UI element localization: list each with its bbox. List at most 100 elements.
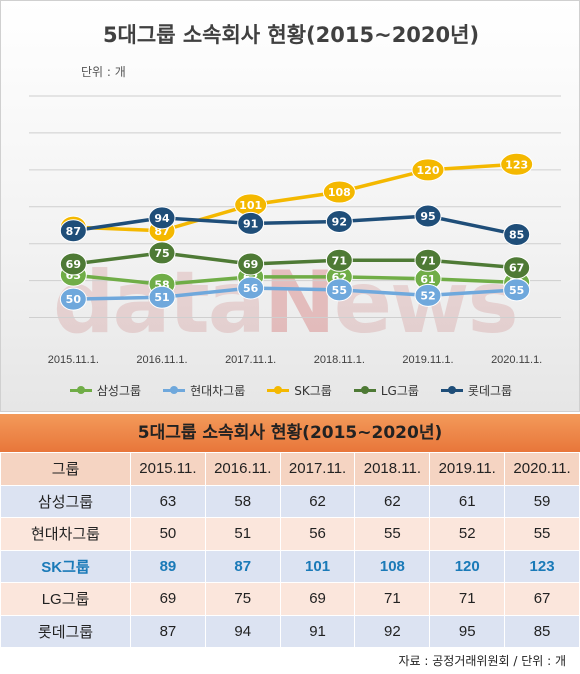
legend-item: 삼성그룹 bbox=[69, 379, 142, 401]
table-cell: 69 bbox=[279, 582, 356, 616]
data-point bbox=[322, 180, 356, 204]
legend-swatch-icon bbox=[267, 385, 290, 395]
table-cell: 94 bbox=[204, 614, 281, 648]
table-cell: 58 bbox=[204, 484, 281, 518]
data-label: 71 bbox=[420, 254, 435, 267]
series-line bbox=[73, 251, 517, 270]
data-label: 52 bbox=[420, 289, 435, 302]
x-tick-label: 2019.11.1. bbox=[402, 354, 453, 366]
data-point bbox=[325, 210, 353, 234]
legend-swatch-icon bbox=[353, 385, 376, 395]
data-point bbox=[148, 206, 176, 230]
data-table-section: 5대그룹 소속회사 현황(2015~2020년) 그룹 2015.11. 2016.… bbox=[0, 414, 580, 648]
table-header-cell: 2015.11. bbox=[130, 452, 206, 486]
legend-swatch-icon bbox=[163, 385, 186, 395]
x-tick-label: 2017.11.1. bbox=[225, 354, 276, 366]
chart-legend: 삼성그룹 현대차그룹 SK그룹 LG그룹 롯데그룹 bbox=[1, 379, 580, 401]
data-point bbox=[414, 283, 442, 307]
table-cell: 67 bbox=[504, 582, 580, 616]
data-label: 51 bbox=[154, 291, 169, 304]
data-label: 50 bbox=[66, 293, 82, 306]
data-point bbox=[503, 222, 531, 246]
series-line bbox=[73, 273, 517, 287]
table-cell: 123 bbox=[504, 549, 580, 583]
table-cell: 61 bbox=[429, 484, 506, 518]
table-row: SK그룹 89 87 101 108 120 123 bbox=[0, 549, 580, 583]
data-point bbox=[503, 256, 531, 280]
data-point bbox=[59, 252, 87, 276]
legend-label: 삼성그룹 bbox=[96, 383, 142, 398]
table-row: 현대차그룹 50 51 56 55 52 55 bbox=[0, 517, 580, 551]
legend-item: LG그룹 bbox=[353, 379, 419, 401]
table-cell: 51 bbox=[204, 517, 281, 551]
data-label: 67 bbox=[509, 262, 524, 275]
data-point bbox=[325, 248, 353, 272]
data-point bbox=[148, 241, 176, 265]
legend-label: 현대차그룹 bbox=[190, 383, 246, 398]
data-label: 91 bbox=[243, 217, 258, 230]
table-cell: 89 bbox=[130, 549, 206, 583]
data-label: 85 bbox=[509, 228, 524, 241]
table-cell: 63 bbox=[130, 484, 206, 518]
table-cell: 87 bbox=[130, 614, 206, 648]
legend-item: SK그룹 bbox=[267, 379, 332, 401]
table-cell: 71 bbox=[429, 582, 506, 616]
table-cell: 52 bbox=[429, 517, 506, 551]
x-tick-label: 2016.11.1. bbox=[136, 354, 187, 366]
data-point bbox=[237, 252, 265, 276]
table-cell: 108 bbox=[354, 549, 431, 583]
table-header-cell: 2017.11. bbox=[279, 452, 356, 486]
data-label: 69 bbox=[66, 258, 81, 271]
data-point bbox=[237, 276, 265, 300]
table-cell: 95 bbox=[429, 614, 506, 648]
group-name-cell: LG그룹 bbox=[0, 582, 131, 616]
data-label: 69 bbox=[243, 258, 258, 271]
table-cell: 59 bbox=[504, 484, 580, 518]
data-point bbox=[500, 152, 534, 176]
legend-label: LG그룹 bbox=[380, 383, 419, 398]
data-label: 94 bbox=[154, 212, 170, 225]
data-table: 그룹 2015.11. 2016.11. 2017.11. 2018.11. 2019.1… bbox=[0, 452, 580, 648]
chart-title: 5대그룹 소속회사 현황(2015~2020년) bbox=[102, 23, 480, 47]
group-name-cell: 롯데그룹 bbox=[0, 614, 131, 648]
table-header-row: 그룹 2015.11. 2016.11. 2017.11. 2018.11. 2019.1… bbox=[0, 452, 580, 486]
legend-label: 롯데그룹 bbox=[467, 383, 513, 398]
table-cell: 62 bbox=[354, 484, 431, 518]
data-point bbox=[237, 211, 265, 235]
data-label: 55 bbox=[332, 284, 347, 297]
line-chart: 2015.11.1. 2016.11.1. 2017.11.1. 2018.11.1.… bbox=[29, 95, 561, 366]
x-tick-label: 2018.11.1. bbox=[314, 354, 365, 366]
data-label: 75 bbox=[154, 247, 169, 260]
unit-label: 단위 : 개 bbox=[81, 65, 126, 79]
legend-item: 현대차그룹 bbox=[163, 379, 245, 401]
series-line bbox=[73, 286, 517, 301]
data-point bbox=[414, 248, 442, 272]
table-cell: 87 bbox=[204, 549, 281, 583]
legend-label: SK그룹 bbox=[294, 383, 332, 398]
chart-panel: 5대그룹 소속회사 현황(2015~2020년) 단위 : 개 dataNews… bbox=[0, 0, 580, 412]
table-header-cell: 2016.11. bbox=[204, 452, 281, 486]
table-cell: 101 bbox=[279, 549, 356, 583]
data-label: 95 bbox=[420, 210, 435, 223]
table-cell: 62 bbox=[279, 484, 356, 518]
table-cell: 75 bbox=[204, 582, 281, 616]
data-label: 61 bbox=[420, 273, 435, 286]
table-cell: 120 bbox=[429, 549, 506, 583]
series-line bbox=[73, 214, 518, 237]
data-point bbox=[59, 219, 87, 243]
data-label: 87 bbox=[66, 225, 81, 238]
source-note: 자료 : 공정거래위원회 / 단위 : 개 bbox=[398, 654, 567, 668]
table-header-cell: 그룹 bbox=[0, 452, 131, 486]
table-cell: 85 bbox=[504, 614, 580, 648]
table-cell: 71 bbox=[354, 582, 431, 616]
x-tick-label: 2020.11.1. bbox=[491, 354, 542, 366]
legend-swatch-icon bbox=[69, 385, 92, 395]
table-header-cell: 2019.11. bbox=[429, 452, 506, 486]
data-label: 108 bbox=[328, 186, 351, 199]
group-name-cell: 현대차그룹 bbox=[0, 517, 131, 551]
data-label: 55 bbox=[509, 284, 524, 297]
table-row: LG그룹 69 75 69 71 71 67 bbox=[0, 582, 580, 616]
table-header-cell: 2020.11. bbox=[504, 452, 580, 486]
table-row: 삼성그룹 63 58 62 62 61 59 bbox=[0, 484, 580, 518]
data-label: 56 bbox=[243, 282, 259, 295]
